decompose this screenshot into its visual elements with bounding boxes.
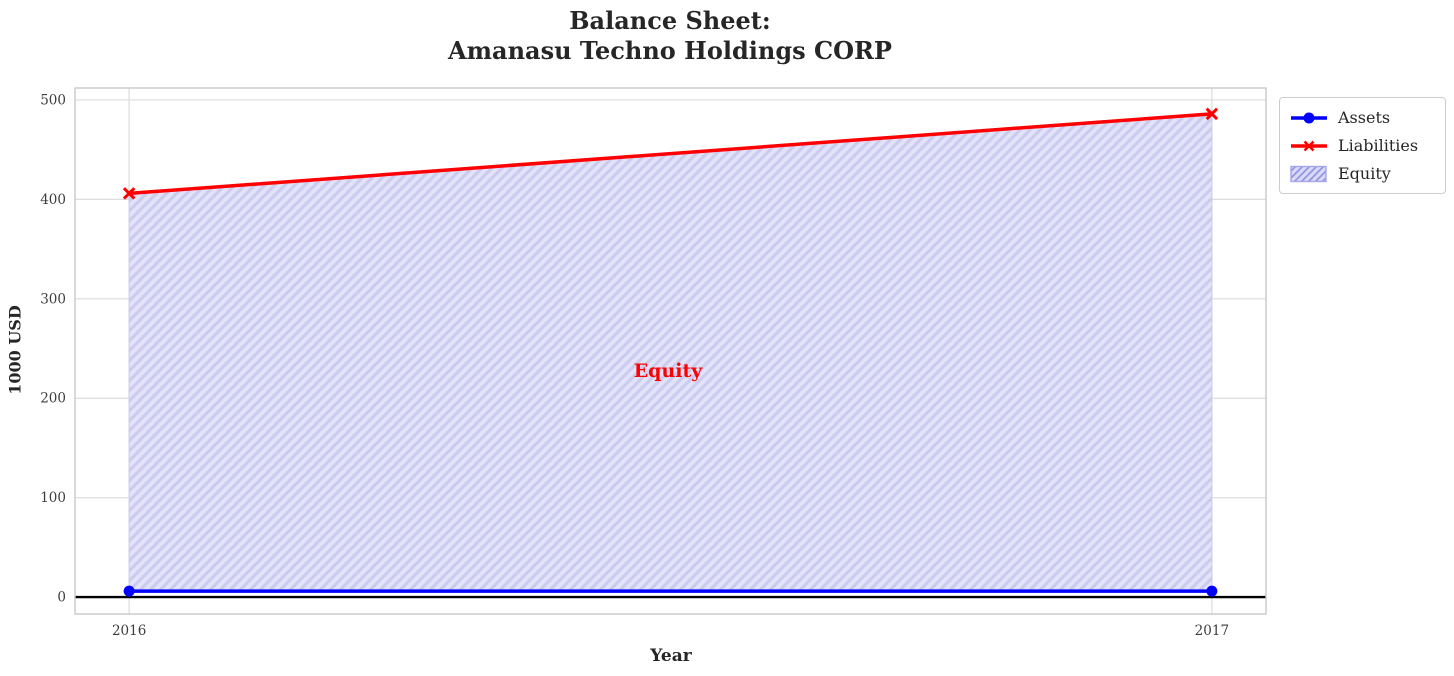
- y-tick-label: 200: [40, 391, 66, 407]
- legend-label-assets: Assets: [1338, 107, 1391, 127]
- legend: Assets Liabilities Equity: [1279, 97, 1446, 194]
- legend-label-equity: Equity: [1338, 163, 1391, 183]
- x-tick-label: 2016: [112, 623, 146, 639]
- y-tick-label: 100: [40, 490, 66, 506]
- liabilities-marker: [1205, 107, 1219, 121]
- liabilities-line-icon: [1291, 140, 1327, 151]
- equity-area-hatch: [128, 113, 1213, 592]
- y-tick-label: 0: [57, 590, 66, 606]
- legend-label-liabilities: Liabilities: [1338, 135, 1419, 155]
- liabilities-marker: [122, 187, 136, 200]
- liabilities-line: [129, 112, 1212, 196]
- y-tick-label: 400: [40, 192, 66, 208]
- x-tick-label: 2017: [1195, 623, 1229, 639]
- y-tick-label: 300: [40, 291, 66, 307]
- assets-marker: [1206, 585, 1218, 597]
- legend-item-equity: Equity: [1290, 161, 1435, 186]
- assets-marker: [123, 585, 135, 597]
- equity-annotation: Equity: [633, 360, 703, 382]
- equity-swatch-icon: [1290, 165, 1327, 182]
- legend-item-assets: Assets: [1290, 105, 1435, 130]
- axes-frame: [74, 87, 1267, 615]
- chart-title: Balance Sheet: Amanasu Techno Holdings C…: [448, 6, 892, 65]
- legend-item-liabilities: Liabilities: [1290, 133, 1435, 158]
- y-axis-label: 1000 USD: [5, 305, 25, 395]
- x-axis-label: Year: [650, 646, 692, 666]
- y-tick-label: 500: [40, 92, 66, 108]
- assets-line-icon: [1291, 112, 1327, 123]
